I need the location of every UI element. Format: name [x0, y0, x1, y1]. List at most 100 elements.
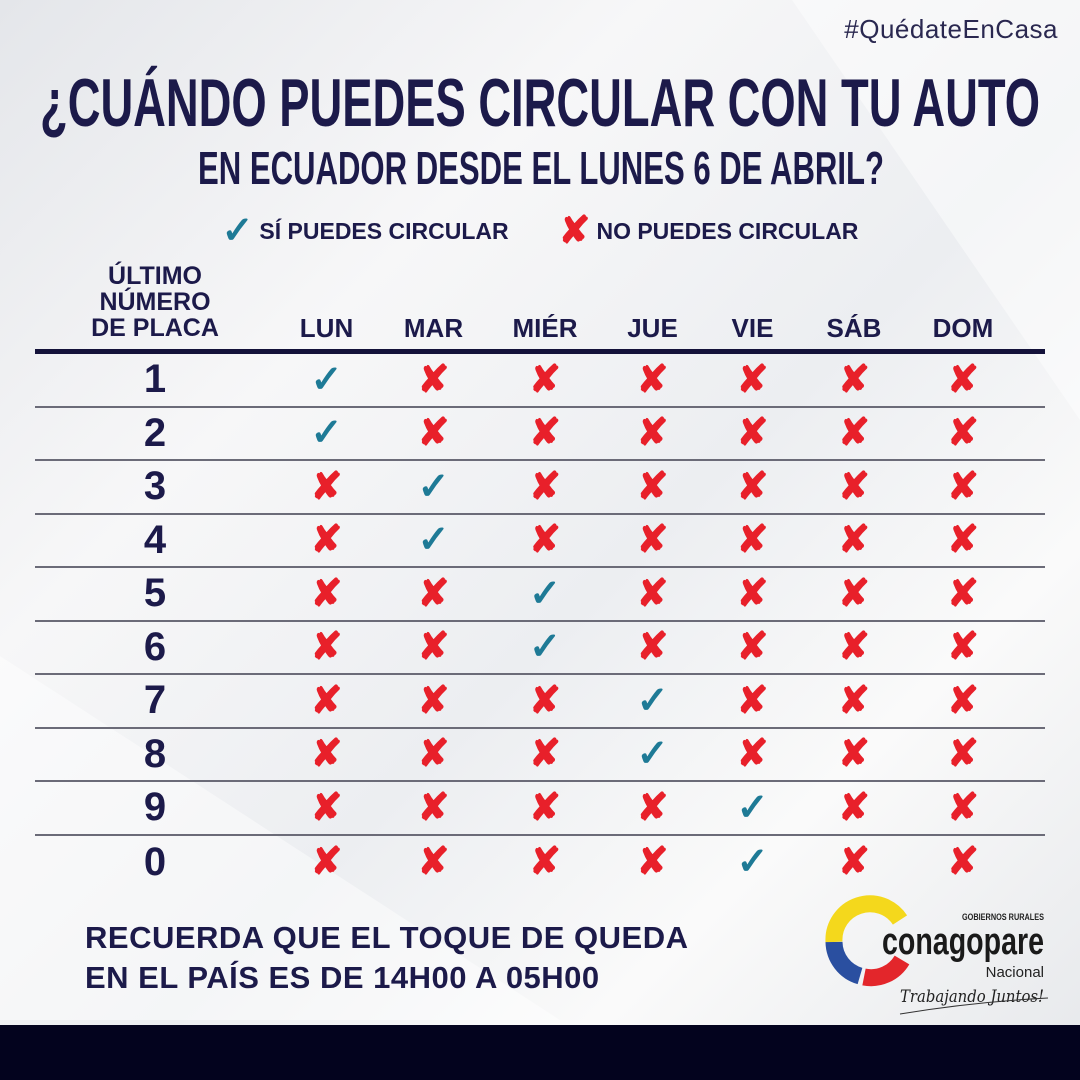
x-icon: ✘ [947, 841, 979, 884]
schedule-cell: ✘ [378, 682, 489, 720]
x-icon: ✘ [636, 786, 669, 829]
x-icon: ✘ [636, 519, 669, 562]
check-icon: ✓ [221, 210, 254, 252]
x-icon: ✘ [529, 412, 561, 455]
legend-yes-label: SÍ PUEDES CIRCULAR [259, 217, 509, 244]
curfew-note: RECUERDA QUE EL TOQUE DE QUEDA EN EL PAÍ… [85, 918, 689, 998]
x-icon: ✘ [417, 841, 450, 884]
schedule-cell: ✘ [801, 521, 907, 559]
schedule-cell: ✘ [275, 789, 378, 827]
x-icon: ✘ [947, 412, 979, 455]
x-icon: ✘ [736, 412, 769, 455]
check-icon: ✓ [636, 733, 669, 776]
plate-number: 5 [143, 571, 167, 616]
x-icon: ✘ [947, 626, 979, 669]
schedule-cell: ✘ [601, 843, 704, 881]
plate-number: 6 [143, 624, 167, 669]
curfew-line-1: RECUERDA QUE EL TOQUE DE QUEDA [85, 920, 689, 955]
legend-yes: ✓ SÍ PUEDES CIRCULAR [222, 212, 509, 250]
title-line-2: EN ECUADOR DESDE EL LUNES 6 DE ABRIL? [198, 142, 884, 194]
schedule-cell: ✘ [378, 361, 489, 399]
x-icon: ✘ [838, 679, 870, 722]
x-icon: ✘ [417, 626, 450, 669]
check-icon: ✓ [736, 841, 769, 884]
x-icon: ✘ [736, 358, 769, 401]
x-icon: ✘ [417, 572, 450, 615]
x-icon: ✘ [838, 626, 870, 669]
schedule-cell: ✓ [275, 414, 378, 452]
schedule-cell: ✘ [275, 468, 378, 506]
hashtag: #QuédateEnCasa [844, 14, 1058, 44]
plate-header-line: NÚMERO [99, 288, 211, 316]
plate-header-line: ÚLTIMO [108, 262, 202, 290]
schedule-cell: ✘ [704, 628, 801, 666]
x-icon: ✘ [529, 465, 561, 508]
day-header-5: SÁB [826, 313, 882, 343]
check-icon: ✓ [529, 572, 561, 615]
table-row: 9 ✘ ✘ ✘ ✘ ✓ ✘ ✘ [35, 782, 1045, 836]
x-icon: ✘ [636, 465, 669, 508]
schedule-cell: ✓ [704, 789, 801, 827]
day-header-3: JUE [627, 313, 678, 343]
title-line-1: ¿CUÁNDO PUEDES CIRCULAR CON TU AUTO [40, 65, 1040, 141]
x-icon: ✘ [636, 841, 669, 884]
schedule-cell: ✘ [601, 468, 704, 506]
plate-column-header: ÚLTIMO NÚMERO DE PLACA [35, 263, 275, 341]
schedule-cell: ✓ [601, 735, 704, 773]
x-icon: ✘ [310, 786, 343, 829]
bottom-band [0, 1025, 1080, 1080]
schedule-cell: ✘ [275, 682, 378, 720]
table-header: ÚLTIMO NÚMERO DE PLACA LUN MAR MIÉR JUE VIE S… [35, 255, 1045, 354]
x-icon: ✘ [310, 465, 343, 508]
x-icon: ✘ [736, 626, 769, 669]
plate-number: 7 [143, 678, 167, 723]
x-icon: ✘ [529, 358, 561, 401]
x-icon: ✘ [417, 358, 450, 401]
x-icon: ✘ [947, 519, 979, 562]
schedule-cell: ✘ [704, 521, 801, 559]
x-icon: ✘ [529, 841, 561, 884]
x-icon: ✘ [838, 572, 870, 615]
table-row: 0 ✘ ✘ ✘ ✘ ✓ ✘ ✘ [35, 836, 1045, 890]
x-icon: ✘ [636, 412, 669, 455]
schedule-cell: ✘ [378, 735, 489, 773]
table-row: 1 ✓ ✘ ✘ ✘ ✘ ✘ ✘ [35, 354, 1045, 408]
curfew-line-2: EN EL PAÍS ES DE 14H00 A 05H00 [85, 960, 600, 995]
plate-number: 1 [143, 357, 167, 402]
x-icon: ✘ [310, 519, 343, 562]
schedule-cell: ✘ [907, 682, 1019, 720]
x-icon: ✘ [947, 679, 979, 722]
schedule-cell: ✘ [489, 843, 601, 881]
schedule-cell: ✘ [489, 414, 601, 452]
x-icon: ✘ [417, 412, 450, 455]
plate-header-line: DE PLACA [91, 314, 219, 342]
x-icon: ✘ [310, 626, 343, 669]
plate-number: 2 [143, 410, 167, 455]
x-icon: ✘ [310, 841, 343, 884]
x-icon: ✘ [838, 358, 870, 401]
schedule-cell: ✘ [801, 735, 907, 773]
schedule-cell: ✘ [704, 414, 801, 452]
schedule-cell: ✘ [801, 789, 907, 827]
x-icon: ✘ [838, 786, 870, 829]
svg-text:Nacional: Nacional [986, 964, 1044, 981]
schedule-cell: ✓ [378, 468, 489, 506]
x-icon: ✘ [417, 679, 450, 722]
schedule-cell: ✘ [489, 789, 601, 827]
svg-text:GOBIERNOS RURALES: GOBIERNOS RURALES [962, 912, 1044, 922]
schedule-cell: ✘ [907, 843, 1019, 881]
schedule-cell: ✘ [275, 843, 378, 881]
plate-number: 0 [143, 839, 167, 884]
schedule-cell: ✓ [275, 361, 378, 399]
table-row: 2 ✓ ✘ ✘ ✘ ✘ ✘ ✘ [35, 408, 1045, 461]
schedule-cell: ✓ [378, 521, 489, 559]
schedule-cell: ✘ [907, 628, 1019, 666]
x-icon: ✘ [310, 572, 343, 615]
schedule-cell: ✘ [801, 628, 907, 666]
plate-number: 8 [143, 731, 167, 776]
x-icon: ✘ [736, 679, 769, 722]
schedule-cell: ✘ [704, 682, 801, 720]
schedule-cell: ✘ [907, 521, 1019, 559]
x-icon: ✘ [558, 210, 591, 252]
x-icon: ✘ [838, 841, 870, 884]
